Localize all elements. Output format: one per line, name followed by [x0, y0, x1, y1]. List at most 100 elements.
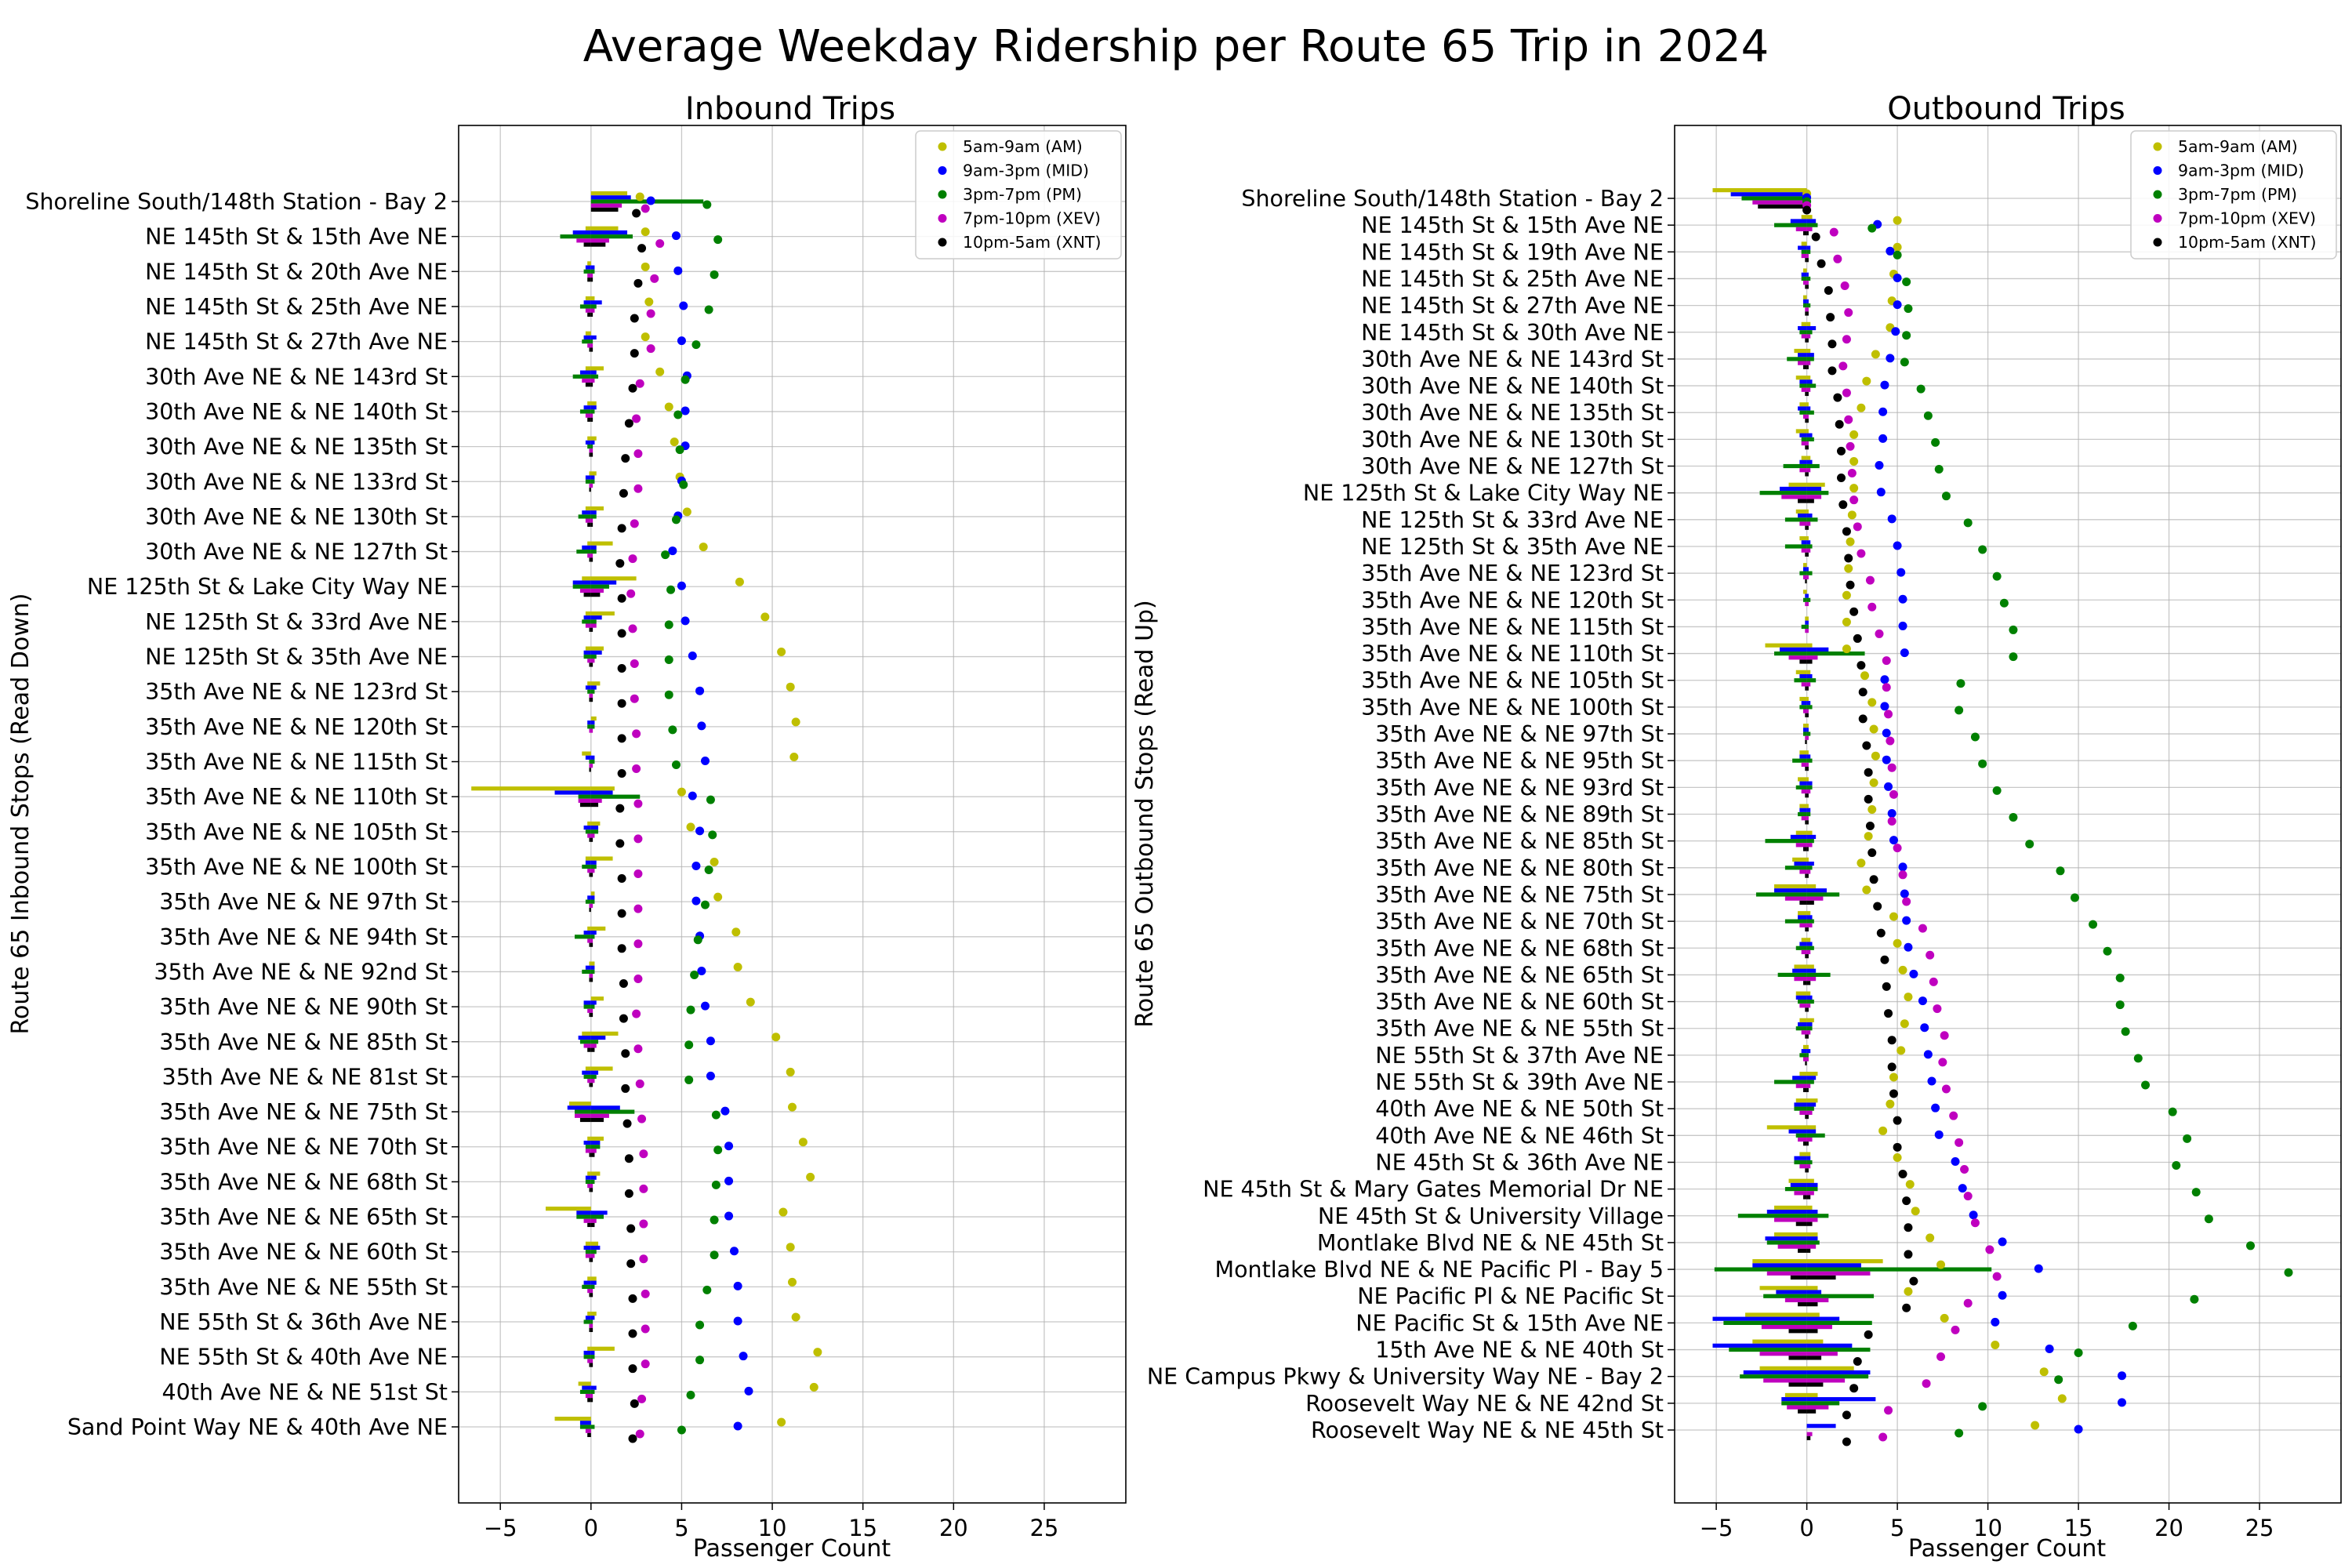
- outbound-stop-label-35th-ave-ne-ne-65th-st: 35th Ave NE & NE 65th St: [1375, 962, 1664, 988]
- outbound-offs-bar: [1784, 544, 1807, 549]
- outbound-offs-bar: [1801, 441, 1807, 446]
- inbound-offs-bar: [587, 401, 591, 406]
- outbound-ons-bar: [1806, 459, 1813, 464]
- inbound-ons-bar: [590, 1359, 593, 1363]
- outbound-legend-label-7pm-10pm-xev: 7pm-10pm (XEV): [2178, 209, 2316, 228]
- outbound-offs-bar: [1801, 253, 1807, 259]
- inbound-ons-bar: [590, 580, 617, 585]
- inbound-offs-bar: [587, 1359, 591, 1363]
- outbound-legend-label-10pm-5am-xnt: 10pm-5am (XNT): [2178, 233, 2316, 252]
- inbound-load-point: [733, 962, 742, 971]
- inbound-ons-bar: [590, 938, 593, 943]
- outbound-load-point: [1998, 1290, 2007, 1300]
- outbound-offs-bar: [1723, 1320, 1807, 1325]
- inbound-stop-label-35th-ave-ne-ne-81st-st: 35th Ave NE & NE 81st St: [162, 1064, 448, 1090]
- outbound-offs-bar: [1714, 1267, 1807, 1272]
- outbound-stop-label-ne-145th-st-25th-ave-ne: NE 145th St & 25th Ave NE: [1361, 266, 1664, 292]
- inbound-ons-bar: [590, 269, 595, 274]
- outbound-offs-bar: [1802, 847, 1807, 851]
- outbound-offs-bar: [1805, 1007, 1807, 1012]
- outbound-offs-bar: [1805, 307, 1807, 312]
- inbound-legend-marker-7pm-10pm-xev: [938, 214, 947, 223]
- outbound-ons-bar: [1806, 724, 1809, 728]
- inbound-load-point: [668, 725, 677, 735]
- outbound-offs-bar: [1779, 647, 1807, 652]
- outbound-offs-bar: [1798, 245, 1807, 250]
- inbound-offs-bar: [572, 230, 591, 235]
- outbound-load-point: [1978, 545, 1987, 554]
- inbound-ons-bar: [590, 978, 593, 982]
- inbound-offs-bar: [587, 1222, 591, 1228]
- outbound-load-point: [1871, 350, 1880, 359]
- inbound-load-point: [617, 524, 626, 533]
- outbound-ons-bar: [1806, 1271, 1871, 1276]
- outbound-offs-bar: [1795, 376, 1807, 380]
- outbound-offs-bar: [1802, 728, 1807, 732]
- outbound-load-point: [1934, 465, 1944, 474]
- outbound-load-point: [1887, 763, 1896, 772]
- outbound-load-point: [1893, 273, 1902, 282]
- outbound-ons-bar: [1806, 834, 1817, 840]
- outbound-ons-bar: [1806, 873, 1809, 878]
- outbound-load-point: [2115, 1000, 2125, 1010]
- inbound-load-point: [632, 414, 641, 423]
- outbound-x-tick-label: 10: [1973, 1515, 2002, 1541]
- inbound-offs-bar: [589, 452, 591, 457]
- outbound-offs-bar: [1759, 1352, 1807, 1356]
- inbound-offs-bar: [587, 869, 591, 873]
- outbound-load-point: [1902, 916, 1911, 925]
- outbound-offs-bar: [1763, 1378, 1807, 1383]
- outbound-load-point: [1916, 384, 1926, 394]
- outbound-load-point: [1929, 977, 1938, 986]
- outbound-offs-bar: [1801, 624, 1807, 630]
- inbound-legend-box: [915, 130, 1122, 260]
- inbound-offs-bar: [583, 1350, 591, 1356]
- outbound-ons-bar: [1806, 1436, 1811, 1440]
- outbound-stop-label-ne-55th-st-37th-ave-ne: NE 55th St & 37th Ave NE: [1375, 1043, 1664, 1069]
- outbound-offs-bar: [1805, 954, 1807, 959]
- inbound-stop-label-30th-ave-ne-ne-133rd-st: 30th Ave NE & NE 133rd St: [145, 469, 448, 495]
- inbound-offs-bar: [589, 448, 591, 453]
- inbound-ons-bar: [590, 1188, 593, 1192]
- inbound-offs-bar: [585, 755, 591, 760]
- outbound-offs-bar: [1781, 1401, 1807, 1406]
- outbound-load-point: [1864, 794, 1873, 804]
- inbound-x-tick-label: 0: [584, 1515, 598, 1541]
- inbound-load-point: [628, 383, 637, 393]
- outbound-ons-bar: [1806, 1214, 1829, 1218]
- outbound-ons-bar: [1806, 1236, 1818, 1241]
- inbound-load-point: [619, 488, 628, 498]
- outbound-offs-bar: [1801, 816, 1807, 821]
- outbound-stop-label-30th-ave-ne-ne-130th-st: 30th Ave NE & NE 130th St: [1361, 426, 1664, 452]
- inbound-load-point: [633, 939, 643, 949]
- inbound-load-point: [677, 336, 686, 346]
- outbound-load-point: [1811, 232, 1820, 241]
- outbound-offs-bar: [1787, 1405, 1807, 1410]
- outbound-load-point: [1867, 805, 1877, 814]
- inbound-load-point: [699, 543, 708, 552]
- outbound-offs-bar: [1801, 241, 1807, 246]
- outbound-stop-label-ne-45th-st-36th-ave-ne: NE 45th St & 36th Ave NE: [1375, 1149, 1664, 1175]
- inbound-ons-bar: [590, 238, 609, 243]
- inbound-offs-bar: [582, 545, 591, 550]
- inbound-ons-bar: [590, 452, 593, 457]
- inbound-ons-bar: [590, 405, 597, 410]
- outbound-ons-bar: [1806, 1098, 1818, 1103]
- outbound-offs-bar: [1788, 655, 1807, 660]
- inbound-ons-bar: [590, 343, 593, 348]
- inbound-load-point: [724, 1211, 734, 1221]
- outbound-ons-bar: [1806, 1382, 1824, 1387]
- outbound-load-point: [1829, 227, 1838, 237]
- inbound-load-point: [617, 629, 626, 638]
- outbound-ons-bar: [1806, 728, 1809, 732]
- outbound-ons-bar: [1806, 348, 1811, 354]
- outbound-offs-bar: [1737, 1214, 1807, 1218]
- inbound-ons-bar: [590, 931, 597, 935]
- outbound-load-point: [1904, 1287, 1913, 1296]
- outbound-load-point: [1828, 366, 1837, 376]
- outbound-offs-bar: [1741, 196, 1807, 201]
- outbound-ons-bar: [1806, 1263, 1861, 1268]
- outbound-offs-bar: [1774, 884, 1807, 889]
- inbound-ons-bar: [590, 654, 597, 659]
- outbound-load-point: [1857, 858, 1866, 868]
